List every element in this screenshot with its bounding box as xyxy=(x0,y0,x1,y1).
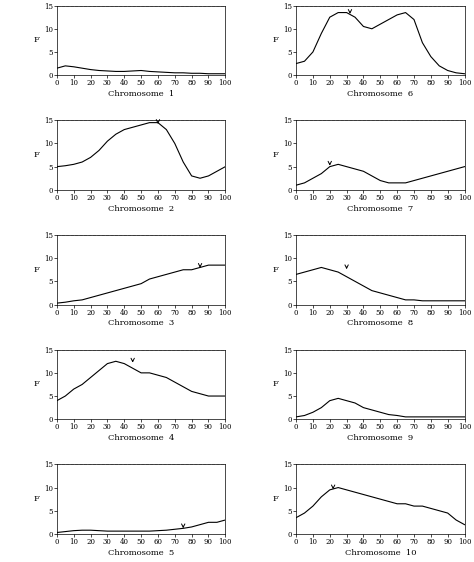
X-axis label: Chromosome  6: Chromosome 6 xyxy=(347,90,413,98)
X-axis label: Chromosome  3: Chromosome 3 xyxy=(108,319,174,328)
Y-axis label: F: F xyxy=(34,380,40,388)
X-axis label: Chromosome  9: Chromosome 9 xyxy=(347,434,413,442)
Y-axis label: F: F xyxy=(34,37,40,44)
X-axis label: Chromosome  5: Chromosome 5 xyxy=(108,549,174,557)
Y-axis label: F: F xyxy=(273,37,279,44)
X-axis label: Chromosome  8: Chromosome 8 xyxy=(347,319,413,328)
Y-axis label: F: F xyxy=(273,151,279,159)
Y-axis label: F: F xyxy=(34,266,40,274)
Y-axis label: F: F xyxy=(34,151,40,159)
X-axis label: Chromosome  10: Chromosome 10 xyxy=(345,549,416,557)
Y-axis label: F: F xyxy=(273,495,279,503)
X-axis label: Chromosome  1: Chromosome 1 xyxy=(108,90,174,98)
X-axis label: Chromosome  2: Chromosome 2 xyxy=(108,205,174,213)
X-axis label: Chromosome  4: Chromosome 4 xyxy=(108,434,174,442)
Y-axis label: F: F xyxy=(34,495,40,503)
Y-axis label: F: F xyxy=(273,266,279,274)
Y-axis label: F: F xyxy=(273,380,279,388)
X-axis label: Chromosome  7: Chromosome 7 xyxy=(347,205,413,213)
